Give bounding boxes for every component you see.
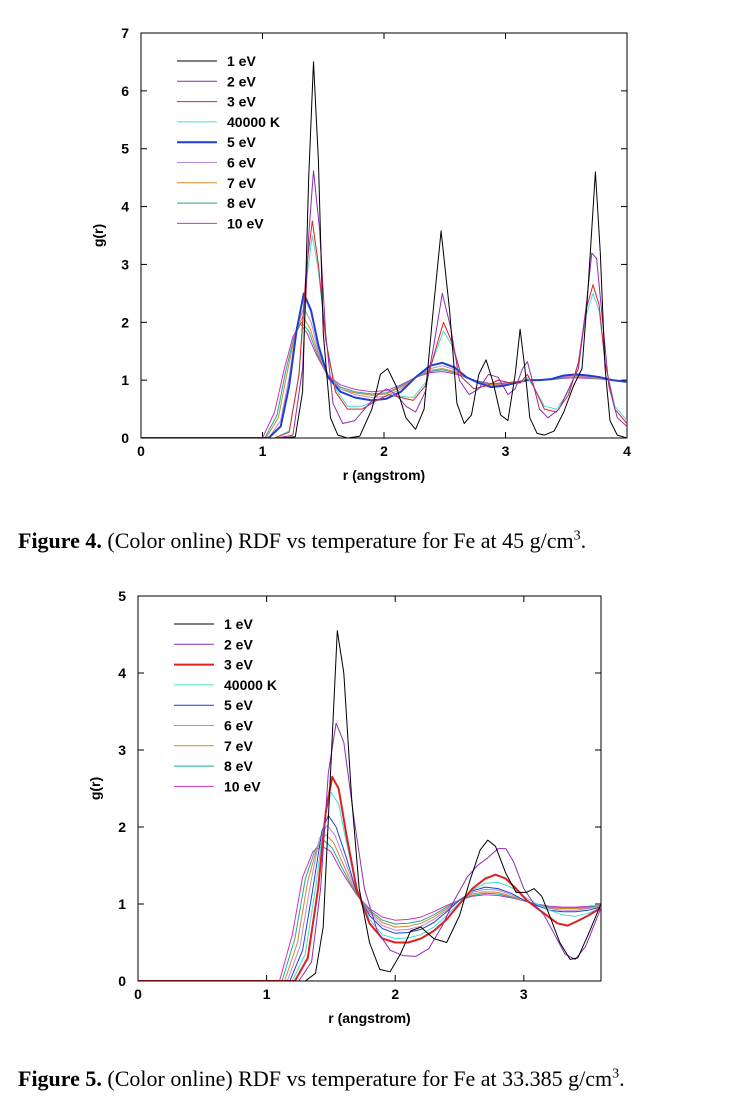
- fig5-series-3-ev: [138, 775, 601, 981]
- fig4-x-tick-label: 2: [380, 443, 388, 459]
- fig4-y-tick-label: 7: [121, 25, 129, 41]
- fig4-y-tick-label: 3: [121, 256, 129, 272]
- fig4-legend-label: 6 eV: [227, 155, 256, 171]
- fig4-series-6-ev: [141, 307, 627, 438]
- rdf-chart-45: 0 1 2 3 4 0 1 2 3 4 5 6 7 r (angstrom) g(r) 1 eV 2 eV 3 e…: [90, 25, 631, 483]
- fig5-plot-frame: [137, 595, 602, 982]
- fig5-series-5-ev: [138, 814, 601, 981]
- fig5-y-tick-label: 3: [118, 742, 126, 758]
- fig5-y-tick-label: 1: [118, 896, 126, 912]
- fig4-series-8-ev: [141, 321, 627, 438]
- fig5-x-tick-label: 3: [520, 986, 528, 1002]
- fig5-series-group: [138, 630, 601, 981]
- figure-4-label: Figure 4.: [18, 528, 102, 553]
- fig4-legend-label: 8 eV: [227, 195, 256, 211]
- fig5-x-tick-label: 1: [263, 986, 271, 1002]
- fig5-y-tick-label: 2: [118, 819, 126, 835]
- fig5-legend-label: 40000 K: [224, 677, 277, 693]
- fig4-legend-label: 1 eV: [227, 53, 256, 69]
- fig5-legend-label: 1 eV: [224, 616, 253, 632]
- fig5-x-tick-label: 2: [391, 986, 399, 1002]
- fig4-series-10-ev: [141, 322, 627, 438]
- fig4-legend-label: 7 eV: [227, 175, 256, 191]
- fig4-series-7-ev: [141, 316, 627, 438]
- fig4-y-tick-label: 0: [121, 430, 129, 446]
- fig5-legend-label: 2 eV: [224, 636, 253, 652]
- figure-4-caption: Figure 4. (Color online) RDF vs temperat…: [18, 528, 586, 554]
- fig4-series-5-ev: [141, 292, 627, 438]
- fig5-y-axis-label: g(r): [87, 777, 103, 800]
- fig4-y-tick-label: 4: [121, 199, 129, 215]
- figure-5-caption: Figure 5. (Color online) RDF vs temperat…: [18, 1066, 625, 1092]
- fig5-y-tick-label: 4: [118, 665, 126, 681]
- rdf-chart-33: 0 1 2 3 0 1 2 3 4 5 r (angstrom) g(r) 1 eV 2 eV 3 eV 40…: [87, 588, 602, 1026]
- fig4-y-tick-label: 5: [121, 141, 129, 157]
- fig5-y-tick-label: 5: [118, 588, 126, 604]
- fig4-y-tick-label: 1: [121, 372, 129, 388]
- fig4-y-axis-label: g(r): [90, 224, 106, 247]
- fig5-series-1-ev: [138, 630, 601, 981]
- fig4-legend-label: 5 eV: [227, 134, 256, 150]
- fig5-legend-label: 10 eV: [224, 778, 261, 794]
- fig4-series-2-ev: [141, 170, 627, 438]
- fig5-x-tick-label: 0: [134, 986, 142, 1002]
- figure-5-caption-text: (Color online) RDF vs temperature for Fe…: [107, 1066, 613, 1091]
- fig4-legend-label: 40000 K: [227, 114, 280, 130]
- fig5-legend-label: 8 eV: [224, 758, 253, 774]
- fig4-y-tick-label: 2: [121, 314, 129, 330]
- fig5-series-7-ev: [138, 834, 601, 981]
- fig5-legend-label: 7 eV: [224, 738, 253, 754]
- fig4-legend-label: 2 eV: [227, 73, 256, 89]
- fig5-x-axis-label: r (angstrom): [328, 1010, 410, 1026]
- fig5-legend-label: 6 eV: [224, 718, 253, 734]
- fig4-x-tick-label: 0: [137, 443, 145, 459]
- figure-4-caption-sup: 3: [573, 528, 581, 544]
- figure-4-caption-text: (Color online) RDF vs temperature for Fe…: [107, 528, 574, 553]
- fig5-series-40000-k: [138, 791, 601, 981]
- fig4-plot-frame: [140, 32, 628, 439]
- fig4-x-tick-label: 1: [259, 443, 267, 459]
- fig5-series-2-ev: [138, 722, 601, 981]
- fig5-legend-label: 5 eV: [224, 697, 253, 713]
- fig4-series-3-ev: [141, 220, 627, 438]
- fig4-legend-label: 10 eV: [227, 215, 264, 231]
- fig4-legend-label: 3 eV: [227, 94, 256, 110]
- fig4-x-tick-label: 4: [623, 443, 631, 459]
- fig4-series-group: [141, 61, 627, 438]
- fig5-y-tick-label: 0: [118, 973, 126, 989]
- figure-5-label: Figure 5.: [18, 1066, 102, 1091]
- fig4-series-40000-k: [141, 235, 627, 438]
- figure-5: 0 1 2 3 0 1 2 3 4 5 r (angstrom) g(r) 1 eV 2 eV 3 eV 40…: [0, 560, 747, 1106]
- figure-4: 0 1 2 3 4 0 1 2 3 4 5 6 7 r (angstrom) g(r) 1 eV 2 eV 3 e…: [18, 25, 631, 554]
- fig4-y-tick-label: 6: [121, 83, 129, 99]
- fig5-legend-label: 3 eV: [224, 657, 253, 673]
- fig4-x-tick-label: 3: [502, 443, 510, 459]
- fig4-series-1-ev: [141, 61, 627, 438]
- fig4-x-axis-label: r (angstrom): [343, 467, 425, 483]
- figure-5-caption-sup: 3: [612, 1066, 620, 1082]
- figure-4-caption-end: .: [580, 528, 587, 553]
- figure-5-caption-end: .: [619, 1066, 625, 1091]
